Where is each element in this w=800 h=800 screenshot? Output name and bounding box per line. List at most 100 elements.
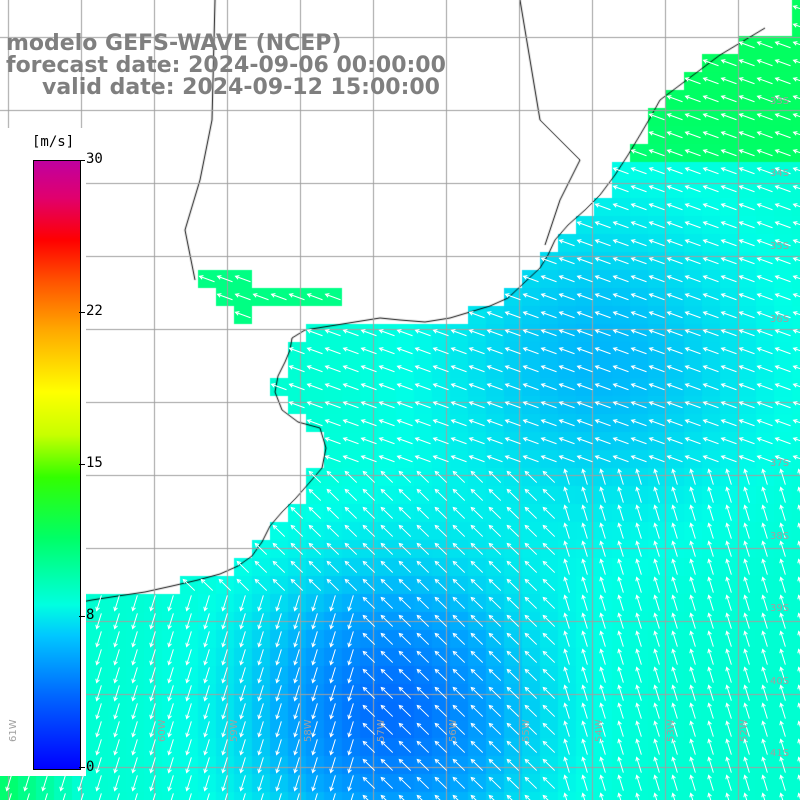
wind-arrow — [648, 239, 665, 247]
wind-arrow — [779, 792, 784, 800]
wind-arrow — [576, 437, 593, 445]
wind-arrow — [167, 667, 174, 684]
wind-arrow — [576, 293, 593, 301]
wind-arrow — [617, 720, 624, 737]
wind-arrow — [738, 275, 755, 283]
wind-arrow — [380, 686, 394, 699]
wind-arrow — [275, 757, 282, 774]
wind-arrow — [653, 720, 660, 737]
wind-arrow — [671, 720, 678, 737]
wind-arrow — [342, 383, 359, 391]
wind-arrow — [311, 667, 318, 684]
wind-arrow — [506, 650, 520, 663]
colorbar-tick — [79, 160, 85, 161]
wind-arrow — [635, 504, 642, 521]
wind-arrow — [756, 311, 773, 319]
wind-arrow — [470, 794, 477, 800]
wind-arrow — [504, 329, 521, 337]
wind-arrow — [486, 383, 503, 391]
wind-arrow — [563, 612, 570, 629]
wind-arrow — [725, 774, 732, 791]
wind-arrow — [702, 131, 719, 139]
wind-arrow — [149, 631, 156, 648]
wind-arrow — [666, 293, 683, 301]
lat-label: 37S — [770, 458, 790, 469]
wind-arrow — [350, 793, 354, 800]
wind-arrow — [293, 631, 300, 648]
wind-arrow — [450, 401, 467, 409]
wind-arrow — [720, 401, 737, 409]
wind-arrow — [743, 738, 750, 755]
wind-arrow — [416, 794, 423, 800]
wind-arrow — [617, 648, 624, 665]
wind-arrow — [434, 614, 448, 627]
wind-arrow — [630, 437, 647, 445]
wind-arrow — [257, 703, 264, 720]
wind-arrow — [324, 437, 341, 445]
wind-arrow — [257, 685, 264, 702]
wind-arrow — [362, 740, 376, 753]
wind-arrow — [671, 486, 678, 503]
wind-arrow — [761, 702, 768, 719]
wind-arrow — [203, 595, 210, 612]
wind-arrow — [563, 774, 570, 791]
wind-arrow — [450, 347, 467, 355]
wind-arrow — [506, 506, 520, 519]
wind-arrow — [239, 595, 246, 612]
wind-arrow — [113, 649, 120, 666]
wind-arrow — [113, 631, 120, 648]
wind-arrow — [743, 648, 750, 665]
wind-arrow — [689, 774, 696, 791]
wind-arrow — [257, 667, 264, 684]
wind-arrow — [488, 614, 502, 627]
wind-arrow — [738, 311, 755, 319]
wind-arrow — [167, 775, 174, 792]
wind-arrow — [308, 506, 322, 519]
wind-arrow — [774, 329, 791, 337]
wind-arrow — [702, 419, 719, 427]
wind-arrow — [488, 596, 502, 609]
wind-arrow — [774, 185, 791, 193]
wind-arrow — [756, 419, 773, 427]
wind-arrow — [666, 113, 683, 121]
wind-arrow — [311, 595, 318, 612]
wind-arrow — [342, 329, 359, 337]
wind-arrow — [648, 383, 665, 391]
wind-arrow — [630, 329, 647, 337]
wind-arrow — [725, 756, 732, 773]
wind-arrow — [260, 793, 264, 800]
wind-arrow — [272, 542, 286, 555]
wind-arrow — [797, 774, 800, 782]
wind-arrow — [524, 722, 538, 735]
wind-arrow — [617, 540, 624, 557]
wind-arrow — [617, 774, 624, 791]
wind-arrow — [167, 595, 174, 612]
wind-arrow — [792, 167, 800, 172]
wind-arrow — [324, 365, 341, 373]
wind-arrow — [792, 5, 800, 10]
wind-arrow — [329, 757, 336, 774]
wind-arrow — [396, 455, 413, 463]
wind-arrow — [432, 347, 449, 355]
wind-arrow — [362, 722, 376, 735]
wind-arrow — [671, 774, 678, 791]
wind-arrow — [648, 185, 665, 193]
wind-arrow — [725, 738, 732, 755]
wind-arrow — [581, 720, 588, 737]
wind-arrow — [378, 329, 395, 337]
wind-arrow — [774, 95, 791, 103]
wind-arrow — [635, 558, 642, 575]
wind-arrow — [524, 524, 538, 537]
wind-arrow — [134, 793, 138, 800]
wind-arrow — [542, 794, 549, 800]
wind-arrow — [797, 630, 800, 638]
wind-arrow — [684, 221, 701, 229]
wind-arrow — [450, 365, 467, 373]
wind-arrow — [296, 793, 300, 800]
wind-arrow — [470, 470, 484, 483]
wind-arrow — [779, 612, 786, 629]
wind-arrow — [416, 668, 430, 681]
wind-arrow — [792, 257, 800, 262]
wind-arrow — [702, 239, 719, 247]
